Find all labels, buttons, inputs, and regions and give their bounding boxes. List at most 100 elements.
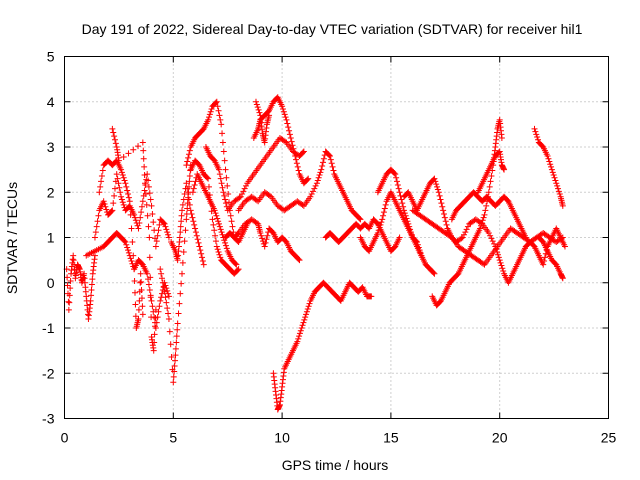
data-point (183, 216, 190, 223)
data-point (283, 116, 290, 123)
data-point (144, 171, 151, 178)
data-point (88, 286, 95, 293)
data-point (187, 207, 194, 214)
data-point (132, 301, 139, 308)
data-point (196, 243, 203, 250)
data-point (128, 225, 135, 232)
data-point (559, 202, 566, 209)
data-point (142, 191, 149, 198)
data-point (480, 214, 487, 221)
data-point (299, 322, 306, 329)
data-point (215, 107, 222, 114)
data-point (555, 188, 562, 195)
data-point (111, 185, 118, 192)
data-point (146, 234, 153, 241)
data-point (99, 167, 106, 174)
data-point (559, 275, 566, 282)
data-point (172, 357, 179, 364)
data-point (138, 295, 145, 302)
data-point (87, 297, 94, 304)
data-point (145, 281, 152, 288)
data-point (489, 238, 496, 245)
data-point (136, 220, 143, 227)
data-point (164, 287, 171, 294)
y-tick-label: -2 (42, 365, 55, 381)
data-point (162, 223, 169, 230)
series-arc-17 (322, 216, 403, 255)
data-point (157, 297, 164, 304)
data-point (115, 180, 122, 187)
y-tick-label: 3 (47, 139, 55, 155)
data-point (215, 218, 222, 225)
data-point (130, 252, 137, 259)
series-arc-7 (168, 180, 207, 268)
series-arc-13 (222, 216, 303, 264)
y-tick-labels: -3 -2 -1 0 1 2 3 4 5 (42, 49, 55, 427)
data-point (256, 109, 263, 116)
data-point (175, 310, 182, 317)
data-point (160, 220, 167, 227)
data-point (497, 259, 504, 266)
data-point (295, 256, 302, 263)
data-point (531, 125, 538, 132)
data-point (408, 231, 415, 238)
data-point (305, 175, 312, 182)
data-point (301, 316, 308, 323)
data-point (127, 211, 134, 218)
data-point (300, 319, 307, 326)
data-point (118, 166, 125, 173)
data-point (96, 189, 103, 196)
data-point (185, 196, 192, 203)
data-point (487, 232, 494, 239)
data-point (295, 335, 302, 342)
data-point (439, 203, 446, 210)
data-point (124, 187, 131, 194)
data-point (494, 251, 501, 258)
data-point (481, 211, 488, 218)
data-point (257, 229, 264, 236)
data-point (263, 236, 270, 243)
data-point (374, 229, 381, 236)
data-point (309, 188, 316, 195)
data-point (135, 143, 142, 150)
data-point (304, 176, 311, 183)
data-point (120, 174, 127, 181)
data-point (533, 131, 540, 138)
data-point (194, 236, 201, 243)
data-point (222, 239, 229, 246)
data-point (477, 220, 484, 227)
data-point (186, 201, 193, 208)
series-arc-11 (202, 134, 307, 214)
data-point (395, 185, 402, 192)
data-point (148, 202, 155, 209)
data-point (280, 108, 287, 115)
y-tick-label: 5 (47, 49, 55, 65)
data-point (219, 130, 226, 137)
data-point (326, 153, 333, 160)
data-point (458, 235, 465, 242)
data-point (266, 192, 273, 199)
data-point (189, 214, 196, 221)
data-point (286, 131, 293, 138)
data-point (548, 163, 555, 170)
data-point (296, 330, 303, 337)
x-tick-label: 10 (274, 430, 290, 446)
data-point (436, 192, 443, 199)
data-point (184, 205, 191, 212)
data-point (318, 166, 325, 173)
data-point (400, 203, 407, 210)
data-point (163, 285, 170, 292)
data-point (433, 181, 440, 188)
data-point (183, 162, 190, 169)
data-point (214, 103, 221, 110)
data-point (148, 314, 155, 321)
data-point (150, 347, 157, 354)
data-point (185, 154, 192, 161)
data-point (150, 219, 157, 226)
data-point (124, 244, 131, 251)
series-arc-24 (453, 216, 568, 286)
data-point (299, 149, 306, 156)
data-point (498, 134, 505, 141)
data-point (191, 182, 198, 189)
